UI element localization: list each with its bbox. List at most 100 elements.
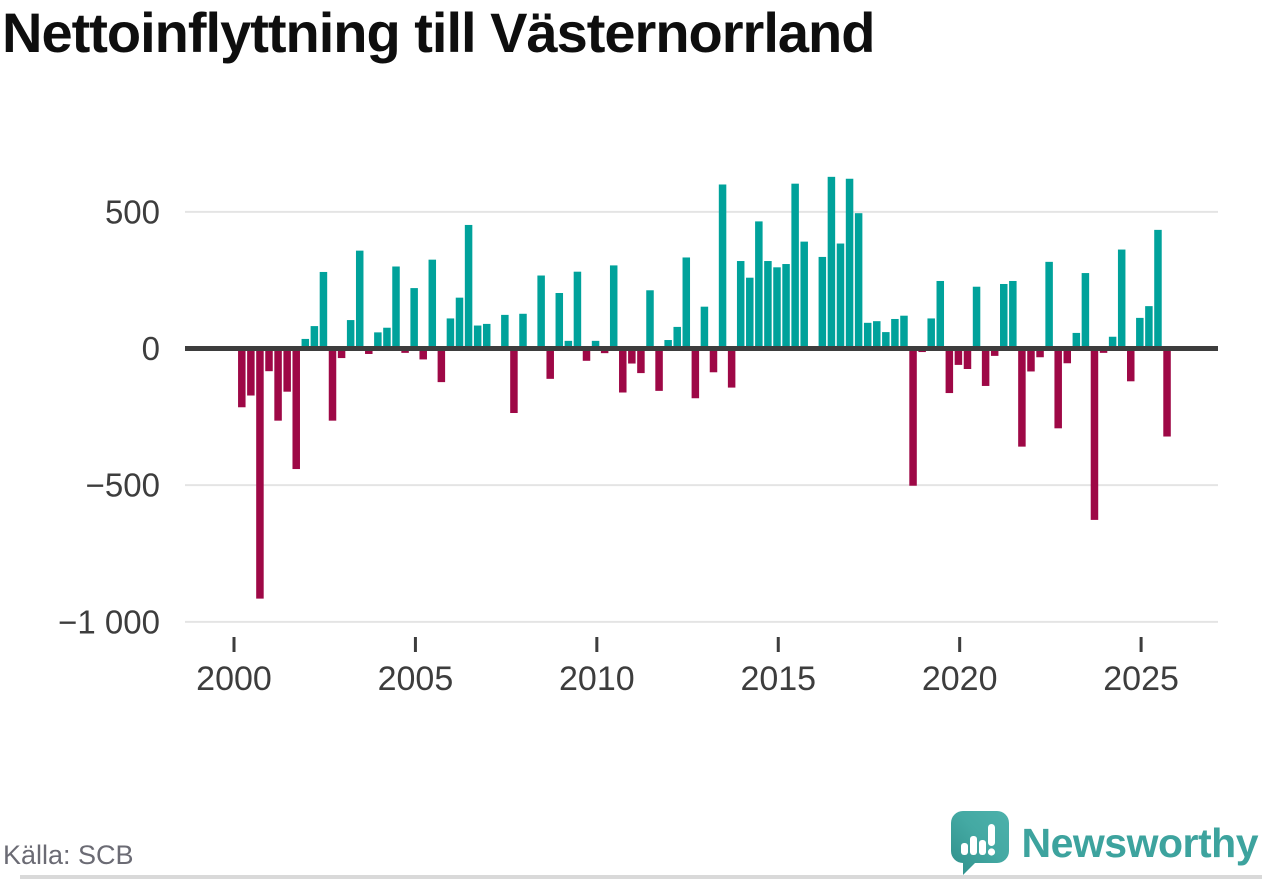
bar-2004-q1 bbox=[383, 327, 391, 349]
bar-2005-q2 bbox=[428, 259, 437, 349]
bar-2008-q4 bbox=[555, 293, 564, 349]
bar-2016-q4 bbox=[845, 178, 854, 349]
bar-2021-q1 bbox=[1000, 283, 1008, 349]
bar-2007-q4 bbox=[519, 313, 527, 349]
bar-2012-q4 bbox=[700, 306, 709, 349]
bar-2019-q1 bbox=[927, 318, 935, 349]
bar-2011-q4 bbox=[664, 340, 672, 349]
bar-2022-q1 bbox=[1036, 348, 1044, 358]
bar-2012-q2 bbox=[682, 257, 691, 349]
speech-bubble-bar-chart-icon bbox=[950, 811, 1009, 875]
bar-2002-q2 bbox=[319, 271, 328, 349]
bar-2001-q4 bbox=[301, 338, 310, 349]
bar-2006-q4 bbox=[482, 323, 491, 349]
bar-2017-q3 bbox=[873, 321, 881, 349]
bar-2001-q3 bbox=[292, 348, 300, 470]
x-tick-label-2020: 2020 bbox=[922, 660, 998, 698]
bar-2021-q4 bbox=[1027, 348, 1035, 372]
bar-2017-q2 bbox=[863, 322, 872, 349]
bar-2015-q2 bbox=[791, 183, 799, 349]
source-label: Källa: SCB bbox=[3, 840, 134, 870]
bar-2012-q3 bbox=[691, 348, 700, 399]
bar-2014-q4 bbox=[773, 267, 781, 349]
newsworthy-logo: Newsworthy bbox=[948, 810, 1259, 876]
bar-2014-q2 bbox=[755, 221, 763, 349]
bar-2017-q4 bbox=[882, 332, 890, 349]
bar-2015-q3 bbox=[800, 241, 808, 349]
y-tick-label-500: 500 bbox=[105, 193, 160, 230]
x-tick-label-2010: 2010 bbox=[559, 660, 635, 698]
bar-2008-q3 bbox=[546, 348, 554, 379]
bar-2025-q2 bbox=[1154, 229, 1162, 349]
bar-2002-q4 bbox=[337, 348, 346, 359]
bar-2002-q1 bbox=[310, 326, 319, 349]
bar-2005-q3 bbox=[437, 348, 446, 383]
bar-2023-q2 bbox=[1081, 273, 1090, 349]
bar-2001-q2 bbox=[283, 348, 291, 392]
bar-2016-q2 bbox=[827, 176, 836, 349]
bar-2004-q4 bbox=[410, 288, 418, 349]
bar-2000-q3 bbox=[256, 348, 264, 599]
bar-2024-q1 bbox=[1108, 336, 1117, 349]
x-tick-label-2005: 2005 bbox=[378, 660, 454, 698]
bar-2011-q1 bbox=[637, 348, 645, 374]
bar-2005-q1 bbox=[419, 348, 427, 360]
bar-2023-q3 bbox=[1090, 348, 1099, 520]
bar-2022-q3 bbox=[1054, 348, 1062, 429]
bar-2020-q1 bbox=[963, 348, 972, 369]
x-tick-label-2000: 2000 bbox=[196, 660, 272, 698]
x-tick-label-2025: 2025 bbox=[1103, 660, 1179, 698]
bar-2010-q4 bbox=[628, 348, 636, 364]
bar-2007-q2 bbox=[501, 314, 509, 349]
bar-2024-q3 bbox=[1127, 348, 1135, 382]
bar-2013-q3 bbox=[727, 348, 736, 388]
bar-2009-q3 bbox=[582, 348, 591, 361]
bar-2015-q1 bbox=[782, 264, 790, 349]
bar-2013-q2 bbox=[718, 184, 727, 349]
bar-2022-q4 bbox=[1063, 348, 1072, 364]
bar-2011-q3 bbox=[655, 348, 663, 391]
bar-2020-q2 bbox=[972, 286, 981, 349]
bar-2009-q2 bbox=[573, 271, 582, 349]
y-tick-label--1000: −1 000 bbox=[58, 603, 160, 640]
bar-2010-q3 bbox=[619, 348, 627, 393]
bar-2016-q1 bbox=[818, 256, 827, 349]
y-tick-label-0: 0 bbox=[142, 330, 160, 367]
bar-2003-q3 bbox=[365, 348, 373, 354]
bar-2003-q2 bbox=[355, 250, 364, 349]
bar-2024-q2 bbox=[1117, 249, 1126, 349]
bar-2005-q4 bbox=[446, 318, 455, 349]
x-tick-label-2015: 2015 bbox=[740, 660, 816, 698]
bar-2013-q4 bbox=[736, 261, 745, 349]
bar-2009-q4 bbox=[591, 340, 600, 349]
bar-2014-q1 bbox=[746, 277, 754, 349]
bar-2000-q2 bbox=[247, 348, 255, 396]
bar-2013-q1 bbox=[709, 348, 718, 373]
bar-2025-q1 bbox=[1145, 306, 1153, 349]
bar-2003-q4 bbox=[374, 332, 382, 349]
newsworthy-wordmark: Newsworthy bbox=[1021, 819, 1259, 866]
bar-2006-q3 bbox=[473, 325, 482, 349]
bar-2002-q3 bbox=[328, 348, 337, 421]
bar-2006-q2 bbox=[464, 224, 473, 349]
bar-2000-q1 bbox=[238, 348, 246, 408]
bar-2016-q3 bbox=[836, 243, 845, 349]
bar-2000-q4 bbox=[265, 348, 273, 372]
y-tick-label--500: −500 bbox=[86, 467, 160, 504]
bar-2021-q2 bbox=[1009, 280, 1017, 349]
bar-2018-q1 bbox=[891, 318, 899, 349]
bar-2020-q3 bbox=[981, 348, 990, 386]
bar-2018-q2 bbox=[900, 315, 908, 349]
bar-2018-q3 bbox=[909, 348, 917, 486]
chart-title: Nettoinflyttning till Västernorrland bbox=[2, 1, 875, 64]
bar-2011-q2 bbox=[646, 290, 654, 349]
bar-2010-q2 bbox=[609, 265, 618, 349]
bar-2020-q4 bbox=[990, 348, 999, 356]
bar-2009-q1 bbox=[564, 340, 573, 349]
bar-2012-q1 bbox=[673, 326, 681, 349]
bar-2019-q4 bbox=[954, 348, 963, 365]
bar-2022-q2 bbox=[1045, 261, 1053, 349]
bar-2004-q2 bbox=[392, 266, 400, 349]
